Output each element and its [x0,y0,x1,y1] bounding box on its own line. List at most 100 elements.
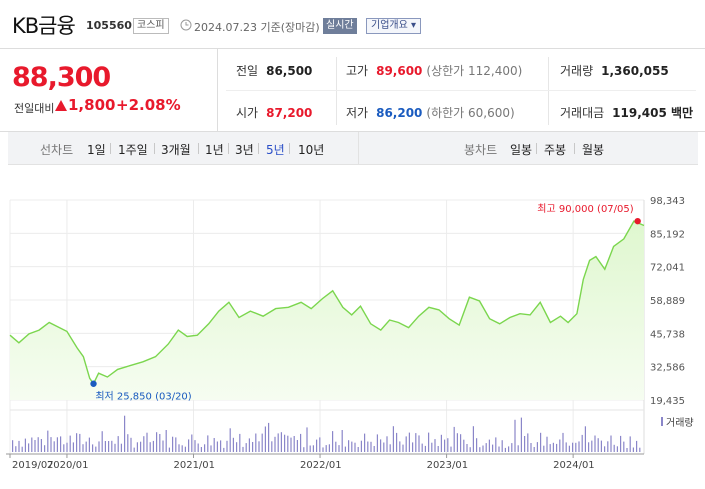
volume-bar [248,438,250,452]
change-percent: +2.08% [116,96,181,114]
volume-bar [492,444,494,452]
volume-bar [482,445,484,452]
volume-bar [520,417,522,452]
tab-3y[interactable]: 3년 [235,143,254,157]
tab-divider [198,143,199,154]
y-tick-label: 58,889 [650,296,685,307]
volume-bar [536,442,538,452]
volume-bar [325,445,327,452]
tab-3m[interactable]: 3개월 [161,143,191,157]
y-tick-label: 85,192 [650,229,685,240]
high-row: 고가 89,600 (상한가 112,400) [346,62,522,82]
volume-bar [616,446,618,452]
tab-daily-candle[interactable]: 일봉 [510,143,533,157]
volume-bar [607,441,609,452]
volume-bar [79,433,81,452]
company-overview-button[interactable]: 기업개요 ▾ [366,18,421,34]
volume-bar [264,426,266,452]
volume-bar [168,447,170,452]
volume-bar [408,432,410,452]
tab-5y[interactable]: 5년 [266,143,285,157]
volume-bar [466,444,468,452]
volume-bar [130,437,132,452]
volume-bar [165,430,167,452]
volume-bar [34,440,36,452]
volume-bar [530,443,532,452]
volume-bar [620,435,622,452]
low-marker [90,380,97,387]
candle-chart-label: 봉차트 [464,143,498,157]
volume-bar [133,447,135,452]
volume-bar [127,434,129,452]
x-tick-label: 2019/07 [12,460,54,471]
volume-bar [444,439,446,452]
y-tick-label: 45,738 [650,329,685,340]
volume-bar [303,447,305,452]
up-triangle-icon [55,100,67,111]
volume-bar [584,426,586,452]
current-price: 88,300 [12,62,111,93]
volume-bar [15,446,17,452]
volume-bar [242,446,244,452]
volume-bar [527,433,529,452]
realtime-button[interactable]: 실시간 [323,18,357,34]
volume-bar [456,433,458,452]
change-label: 전일대비 [14,102,55,115]
volume-bar [472,426,474,452]
current-price-box: 88,300 전일대비 1,800 +2.08% [0,49,218,131]
volume-bar [517,445,519,452]
price-area [10,221,644,400]
volume-bar [181,445,183,452]
volume-bar [31,437,33,452]
volume-bar [613,444,615,452]
volume-bar [357,447,359,452]
x-tick-label: 2024/01 [553,460,595,471]
tab-monthly-candle[interactable]: 월봉 [582,143,605,157]
volume-bar [261,433,263,452]
volume-bar [508,446,510,452]
volume-bar [47,430,49,452]
volume-row: 거래량 1,360,055 [560,62,669,82]
volume-legend-swatch [661,417,663,426]
volume-bar [354,442,356,452]
tabs-section-divider [358,132,359,165]
upper-limit: (상한가 112,400) [426,64,523,78]
volume-bar [556,443,558,452]
tab-1y[interactable]: 1년 [205,143,224,157]
volume-bar [591,440,593,452]
volume-bar [236,442,238,452]
volume-bar [405,436,407,452]
volume-bar [117,436,119,452]
volume-bar [114,443,116,452]
volume-bar [188,439,190,452]
volume-bar [463,439,465,452]
y-tick-label: 72,041 [650,263,685,274]
volume-bar [610,435,612,452]
volume-bar [178,444,180,452]
volume-bar [504,447,506,452]
volume-bar [191,434,193,452]
volume-bar [402,444,404,452]
volume-bar [396,432,398,452]
volume-bar [604,446,606,452]
volume-bar [24,438,26,452]
volume-bar [549,444,551,452]
tab-1d[interactable]: 1일 [87,143,106,157]
company-name: KB금융 [12,14,76,38]
volume-bar [53,441,55,452]
volume-bar [399,441,401,452]
volume-bar [146,432,148,452]
price-chart[interactable]: 98,343 85,192 72,041 58,889 45,738 32,586 19,4… [0,188,705,489]
volume-bar [271,441,273,452]
prev-close-value: 86,500 [266,64,313,78]
volume-bar [245,443,247,452]
volume-bar [60,436,62,452]
volume-label: 거래량 [560,64,594,78]
tab-weekly-candle[interactable]: 주봉 [544,143,567,157]
tab-10y[interactable]: 10년 [298,143,325,157]
volume-bar [434,439,436,452]
tab-1w[interactable]: 1주일 [118,143,148,157]
volume-bar [360,440,362,452]
line-chart-label: 선차트 [40,143,74,157]
volume-bar [312,445,314,452]
